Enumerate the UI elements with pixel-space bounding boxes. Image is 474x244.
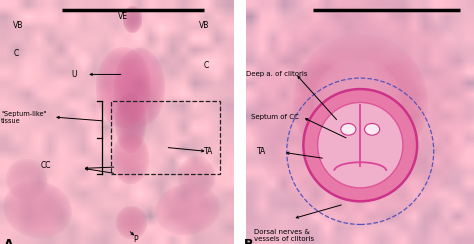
Text: C: C bbox=[204, 61, 209, 70]
Text: Septum of CC: Septum of CC bbox=[251, 114, 299, 120]
Text: "Septum-like"
tissue: "Septum-like" tissue bbox=[1, 111, 46, 124]
Text: VB: VB bbox=[199, 21, 210, 30]
Ellipse shape bbox=[365, 123, 380, 135]
Text: VE: VE bbox=[118, 12, 128, 21]
Text: A: A bbox=[4, 238, 13, 244]
Text: Deep a. of clitoris: Deep a. of clitoris bbox=[246, 71, 307, 77]
Ellipse shape bbox=[303, 89, 417, 201]
Text: C: C bbox=[13, 49, 18, 58]
Text: P: P bbox=[133, 235, 137, 244]
Text: U: U bbox=[71, 70, 77, 79]
Text: Dorsal nerves &
vessels of clitoris: Dorsal nerves & vessels of clitoris bbox=[254, 229, 314, 242]
Text: TA: TA bbox=[257, 147, 267, 156]
Text: CC: CC bbox=[40, 162, 51, 170]
Ellipse shape bbox=[318, 102, 403, 188]
Text: TA: TA bbox=[204, 147, 213, 156]
Text: B: B bbox=[244, 238, 254, 244]
Ellipse shape bbox=[341, 123, 356, 135]
Bar bbox=[111, 101, 220, 174]
Text: VB: VB bbox=[13, 21, 24, 30]
